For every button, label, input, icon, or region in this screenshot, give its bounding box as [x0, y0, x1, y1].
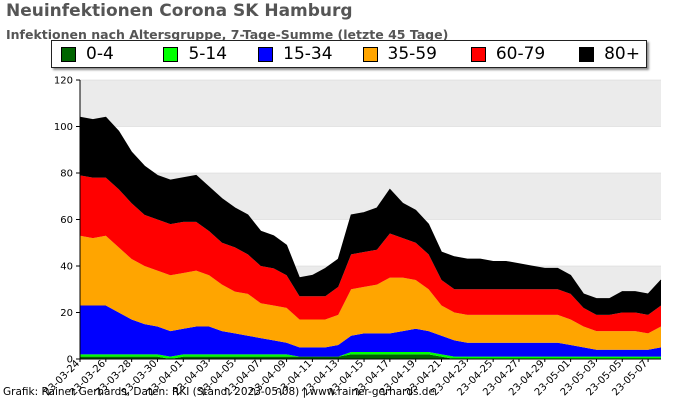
legend-swatch-15-34	[258, 46, 274, 62]
total-outline	[79, 116, 662, 299]
y-tick-label: 0	[67, 355, 73, 366]
legend-label-5-14: 5-14	[188, 44, 228, 64]
y-tick-label: 80	[60, 169, 73, 180]
chart-subtitle: Infektionen nach Altersgruppe, 7-Tage-Su…	[6, 27, 449, 42]
legend: 0-4 5-14 15-34 35-59 60-79 80+	[51, 40, 647, 68]
legend-label-80plus: 80+	[604, 44, 640, 64]
series-area-15-34	[80, 305, 661, 357]
series-area-35-59	[80, 235, 661, 350]
legend-label-35-59: 35-59	[387, 44, 437, 64]
y-tick-label: 100	[54, 122, 73, 133]
y-tick-label: 20	[60, 308, 73, 319]
legend-item-0-4: 0-4	[61, 44, 148, 64]
legend-swatch-80plus	[579, 46, 595, 62]
series-area-5-14	[80, 352, 661, 359]
y-tick-label: 40	[60, 262, 73, 273]
legend-item-15-34: 15-34	[258, 44, 347, 64]
legend-swatch-60-79	[470, 46, 486, 62]
legend-swatch-0-4	[61, 46, 76, 62]
legend-item-60-79: 60-79	[470, 44, 564, 64]
legend-swatch-35-59	[362, 46, 378, 62]
y-tick-label: 60	[60, 215, 73, 226]
legend-swatch-5-14	[163, 46, 179, 62]
footer-credit: Grafik: Rainer Gerhards, Daten: RKI (Sta…	[3, 386, 435, 398]
legend-label-60-79: 60-79	[495, 44, 546, 64]
series-area-0-4	[80, 354, 661, 359]
series-area-60-79	[80, 175, 661, 334]
legend-item-35-59: 35-59	[362, 44, 456, 64]
grid-band	[80, 80, 661, 127]
legend-item-80plus: 80+	[579, 44, 640, 64]
legend-label-15-34: 15-34	[283, 44, 333, 64]
series-area-80plus	[80, 117, 661, 315]
chart-title: Neuinfektionen Corona SK Hamburg	[6, 1, 353, 21]
legend-item-5-14: 5-14	[163, 44, 243, 64]
legend-label-0-4: 0-4	[86, 44, 114, 64]
y-tick-label: 120	[54, 76, 73, 87]
